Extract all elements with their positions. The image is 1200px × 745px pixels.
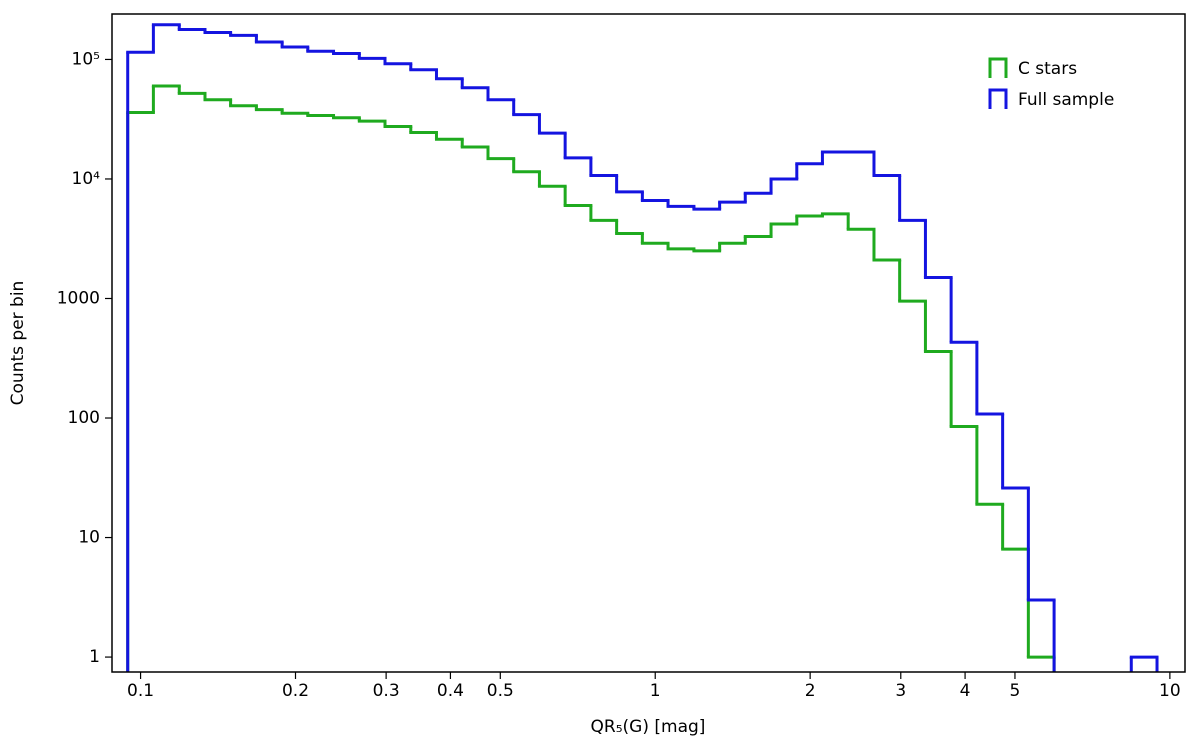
x-tick-label: 0.4 (437, 681, 464, 701)
y-tick-label: 10⁵ (72, 49, 100, 69)
x-tick-label: 1 (650, 681, 661, 701)
y-tick-label: 1 (89, 647, 100, 667)
plot-area (112, 14, 1185, 672)
legend-swatch (988, 57, 1008, 78)
x-tick-label: 3 (895, 681, 906, 701)
x-axis-label: QR₅(G) [mag] (591, 717, 706, 737)
y-tick-label: 10 (78, 528, 100, 548)
x-tick-label: 2 (805, 681, 816, 701)
x-tick-label: 0.3 (373, 681, 400, 701)
x-tick-label: 0.5 (487, 681, 514, 701)
plot-frame (111, 13, 1186, 673)
x-tick-label: 10 (1159, 681, 1181, 701)
y-axis-label: Counts per bin (8, 281, 28, 406)
histogram-marks (126, 23, 1159, 672)
legend-label: Full sample (1018, 90, 1114, 110)
y-tick-label: 1000 (57, 288, 100, 308)
x-tick-label: 0.2 (282, 681, 309, 701)
legend-label: C stars (1018, 59, 1077, 79)
y-tick-label: 10⁴ (72, 169, 101, 189)
x-tick-label: 0.1 (127, 681, 154, 701)
x-tick-label: 4 (960, 681, 971, 701)
y-tick-label: 100 (68, 408, 100, 428)
legend-swatch (988, 88, 1008, 109)
x-tick-label: 5 (1010, 681, 1021, 701)
